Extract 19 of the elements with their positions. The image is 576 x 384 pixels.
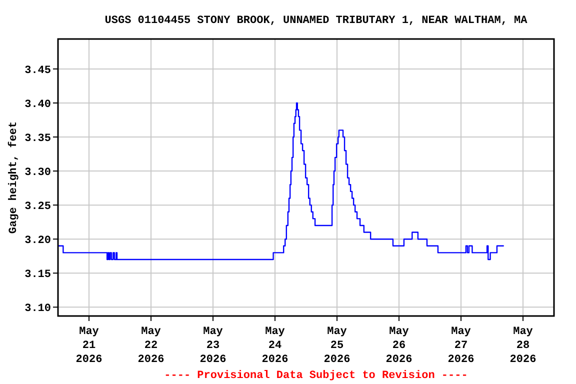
y-tick-label: 3.25 [24,201,52,214]
x-tick-label: May 22 2026 [138,326,164,366]
y-tick-label: 3.35 [24,133,52,146]
x-tick-label: May 28 2026 [510,326,536,366]
y-tick-label: 3.45 [24,64,52,77]
x-tick-label: May 23 2026 [200,326,226,366]
x-tick-label: May 21 2026 [76,326,102,366]
x-tick-label: May 24 2026 [262,326,288,366]
y-tick-label: 3.15 [24,269,52,282]
chart-title: USGS 01104455 STONY BROOK, UNNAMED TRIBUTARY 1, NEAR WALTHAM, MA [104,15,528,27]
x-tick-label: May 27 2026 [448,326,474,366]
y-tick-label: 3.40 [24,98,51,111]
y-tick-label: 3.10 [24,303,51,316]
y-tick-label: 3.20 [24,235,51,248]
text: ---- Provisional Data Subject to Revision ---- [164,370,468,382]
x-tick-label: May 25 2026 [324,326,350,366]
y-tick-label: 3.30 [24,167,51,180]
x-tick-label: May 26 2026 [386,326,412,366]
y-axis-title: Gage height, feet [7,121,20,234]
